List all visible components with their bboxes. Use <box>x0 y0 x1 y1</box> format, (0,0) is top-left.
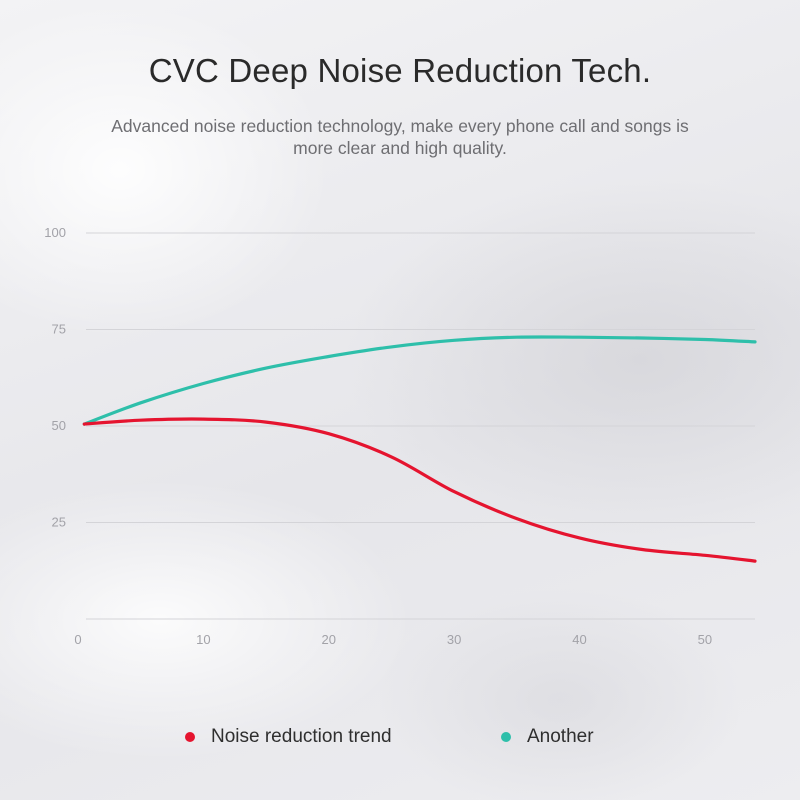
legend-dot-red <box>185 732 195 742</box>
x-tick-label-30: 30 <box>447 632 461 647</box>
x-tick-label-10: 10 <box>196 632 210 647</box>
x-axis-ticks: 0 10 20 30 40 50 <box>74 632 712 647</box>
y-tick-label-50: 50 <box>52 418 66 433</box>
subtitle-line-2: more clear and high quality. <box>293 138 507 158</box>
y-tick-label-25: 25 <box>52 515 66 530</box>
y-tick-label-100: 100 <box>44 225 66 240</box>
x-tick-label-50: 50 <box>698 632 712 647</box>
subtitle-line-1: Advanced noise reduction technology, mak… <box>111 116 689 136</box>
page-title: CVC Deep Noise Reduction Tech. <box>148 52 652 89</box>
chart-legend: Noise reduction trend Another <box>0 726 800 752</box>
legend-item-another: Another <box>501 726 594 748</box>
legend-dot-teal <box>501 732 511 742</box>
legend-label-noise-reduction-trend: Noise reduction trend <box>211 726 392 747</box>
grid-lines <box>86 232 755 620</box>
legend-item-noise-reduction-trend: Noise reduction trend <box>185 726 392 748</box>
x-tick-label-20: 20 <box>322 632 336 647</box>
y-axis-ticks: 25 50 75 100 <box>44 225 66 530</box>
series-line-another <box>82 335 757 426</box>
series-line-noise-reduction-trend <box>82 417 757 563</box>
x-tick-label-0: 0 <box>74 632 81 647</box>
x-tick-label-40: 40 <box>572 632 586 647</box>
legend-label-another: Another <box>527 726 594 747</box>
page-subtitle: Advanced noise reduction technology, mak… <box>50 115 750 159</box>
series-lines <box>82 335 757 563</box>
y-tick-label-75: 75 <box>52 322 66 337</box>
